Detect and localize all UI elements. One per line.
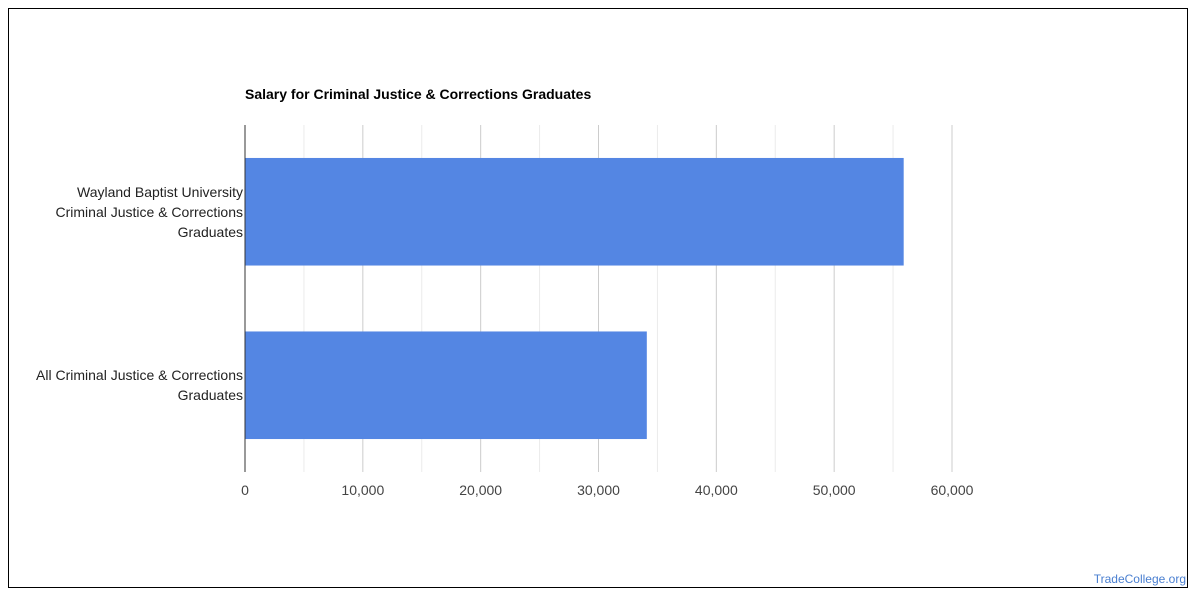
x-tick-label: 20,000 (459, 482, 502, 498)
category-label-line: Criminal Justice & Corrections (55, 203, 244, 220)
category-label-line: All Criminal Justice & Corrections (36, 367, 243, 384)
x-tick-label: 50,000 (813, 482, 856, 498)
chart-title: Salary for Criminal Justice & Correction… (245, 86, 592, 102)
x-tick-label: 0 (241, 482, 249, 498)
x-tick-label: 30,000 (577, 482, 620, 498)
source-link[interactable]: TradeCollege.org (1093, 572, 1186, 586)
category-label-line: Graduates (177, 223, 243, 240)
category-label-line: Wayland Baptist University (77, 183, 243, 200)
x-tick-label: 10,000 (341, 482, 384, 498)
bar-1[interactable] (245, 331, 647, 440)
x-tick-label: 60,000 (931, 482, 974, 498)
x-tick-label: 40,000 (695, 482, 738, 498)
category-label-1: All Criminal Justice & Corrections Gradua… (7, 365, 243, 405)
category-label-line: Graduates (177, 387, 243, 404)
bar-0[interactable] (245, 157, 904, 266)
category-label-0: Wayland Baptist University Criminal Justi… (7, 182, 244, 242)
